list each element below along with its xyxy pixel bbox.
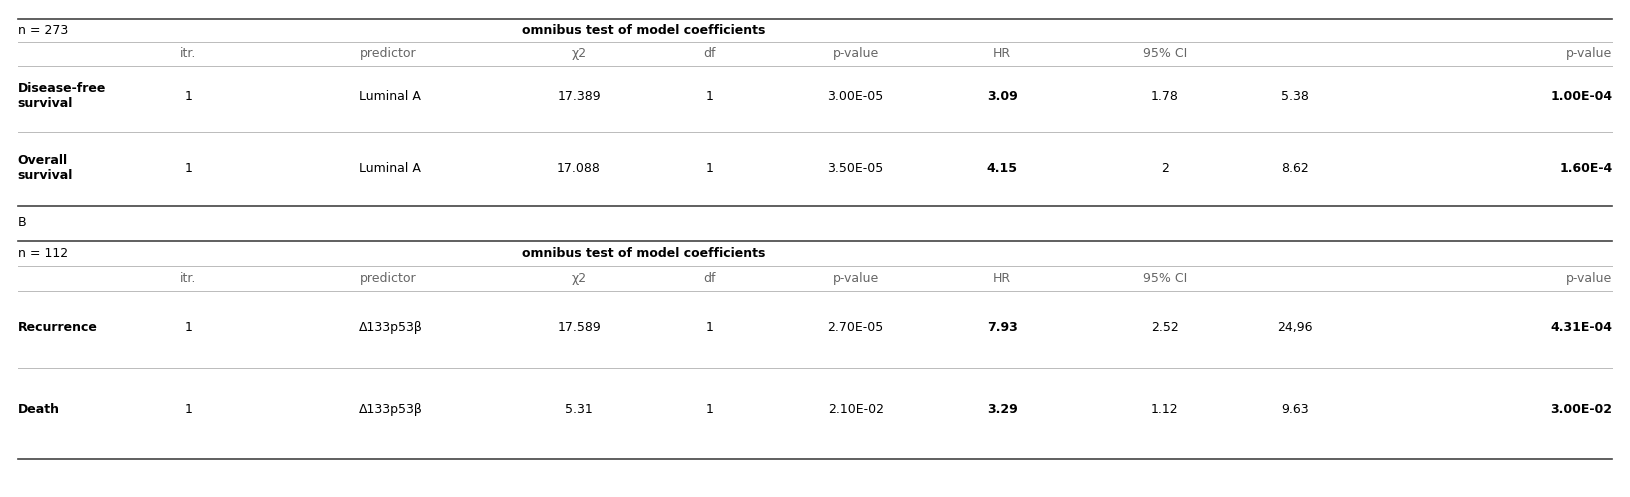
Text: df: df bbox=[703, 47, 716, 60]
Text: p-value: p-value bbox=[1566, 47, 1612, 60]
Text: 4.31E-04: 4.31E-04 bbox=[1550, 321, 1612, 334]
Text: 1.60E-4: 1.60E-4 bbox=[1558, 162, 1612, 175]
Text: 3.50E-05: 3.50E-05 bbox=[828, 162, 883, 175]
Text: omnibus test of model coefficients: omnibus test of model coefficients bbox=[523, 247, 766, 260]
Text: 17.589: 17.589 bbox=[557, 321, 601, 334]
Text: 4.15: 4.15 bbox=[986, 162, 1017, 175]
Text: 2.52: 2.52 bbox=[1151, 321, 1178, 334]
Text: 1: 1 bbox=[184, 403, 192, 415]
Text: Δ133p53β: Δ133p53β bbox=[359, 403, 424, 415]
Text: 1: 1 bbox=[706, 90, 714, 103]
Text: 1: 1 bbox=[706, 162, 714, 175]
Text: Δ133p53β: Δ133p53β bbox=[359, 321, 424, 334]
Text: HR: HR bbox=[993, 272, 1011, 285]
Text: 2: 2 bbox=[1161, 162, 1169, 175]
Text: itr.: itr. bbox=[181, 47, 197, 60]
Text: 1: 1 bbox=[706, 321, 714, 334]
Text: itr.: itr. bbox=[181, 272, 197, 285]
Text: n = 112: n = 112 bbox=[18, 247, 68, 260]
Text: n = 273: n = 273 bbox=[18, 23, 68, 37]
Text: Overall
survival: Overall survival bbox=[18, 155, 73, 182]
Text: 1: 1 bbox=[184, 321, 192, 334]
Text: 17.389: 17.389 bbox=[557, 90, 601, 103]
Text: B: B bbox=[18, 216, 26, 229]
Text: p-value: p-value bbox=[833, 272, 879, 285]
Text: Recurrence: Recurrence bbox=[18, 321, 98, 334]
Text: Luminal A: Luminal A bbox=[359, 90, 421, 103]
Text: 17.088: 17.088 bbox=[557, 162, 601, 175]
Text: 8.62: 8.62 bbox=[1281, 162, 1309, 175]
Text: HR: HR bbox=[993, 47, 1011, 60]
Text: Luminal A: Luminal A bbox=[359, 162, 421, 175]
Text: 7.93: 7.93 bbox=[986, 321, 1017, 334]
Text: Death: Death bbox=[18, 403, 60, 415]
Text: 3.09: 3.09 bbox=[986, 90, 1017, 103]
Text: 1.00E-04: 1.00E-04 bbox=[1550, 90, 1612, 103]
Text: 2.70E-05: 2.70E-05 bbox=[828, 321, 883, 334]
Text: 3.29: 3.29 bbox=[986, 403, 1017, 415]
Text: p-value: p-value bbox=[1566, 272, 1612, 285]
Text: 95% CI: 95% CI bbox=[1143, 47, 1187, 60]
Text: omnibus test of model coefficients: omnibus test of model coefficients bbox=[523, 23, 766, 37]
Text: df: df bbox=[703, 272, 716, 285]
Text: 24,96: 24,96 bbox=[1278, 321, 1312, 334]
Text: Disease-free
survival: Disease-free survival bbox=[18, 83, 106, 110]
Text: 3.00E-05: 3.00E-05 bbox=[828, 90, 883, 103]
Text: 1.78: 1.78 bbox=[1151, 90, 1178, 103]
Text: 5.38: 5.38 bbox=[1281, 90, 1309, 103]
Text: 1: 1 bbox=[184, 90, 192, 103]
Text: 1: 1 bbox=[706, 403, 714, 415]
Text: predictor: predictor bbox=[359, 272, 416, 285]
Text: 2.10E-02: 2.10E-02 bbox=[828, 403, 883, 415]
Text: χ2: χ2 bbox=[572, 47, 587, 60]
Text: χ2: χ2 bbox=[572, 272, 587, 285]
Text: p-value: p-value bbox=[833, 47, 879, 60]
Text: 9.63: 9.63 bbox=[1281, 403, 1309, 415]
Text: 95% CI: 95% CI bbox=[1143, 272, 1187, 285]
Text: predictor: predictor bbox=[359, 47, 416, 60]
Text: 1.12: 1.12 bbox=[1151, 403, 1178, 415]
Text: 3.00E-02: 3.00E-02 bbox=[1550, 403, 1612, 415]
Text: 1: 1 bbox=[184, 162, 192, 175]
Text: 5.31: 5.31 bbox=[566, 403, 593, 415]
